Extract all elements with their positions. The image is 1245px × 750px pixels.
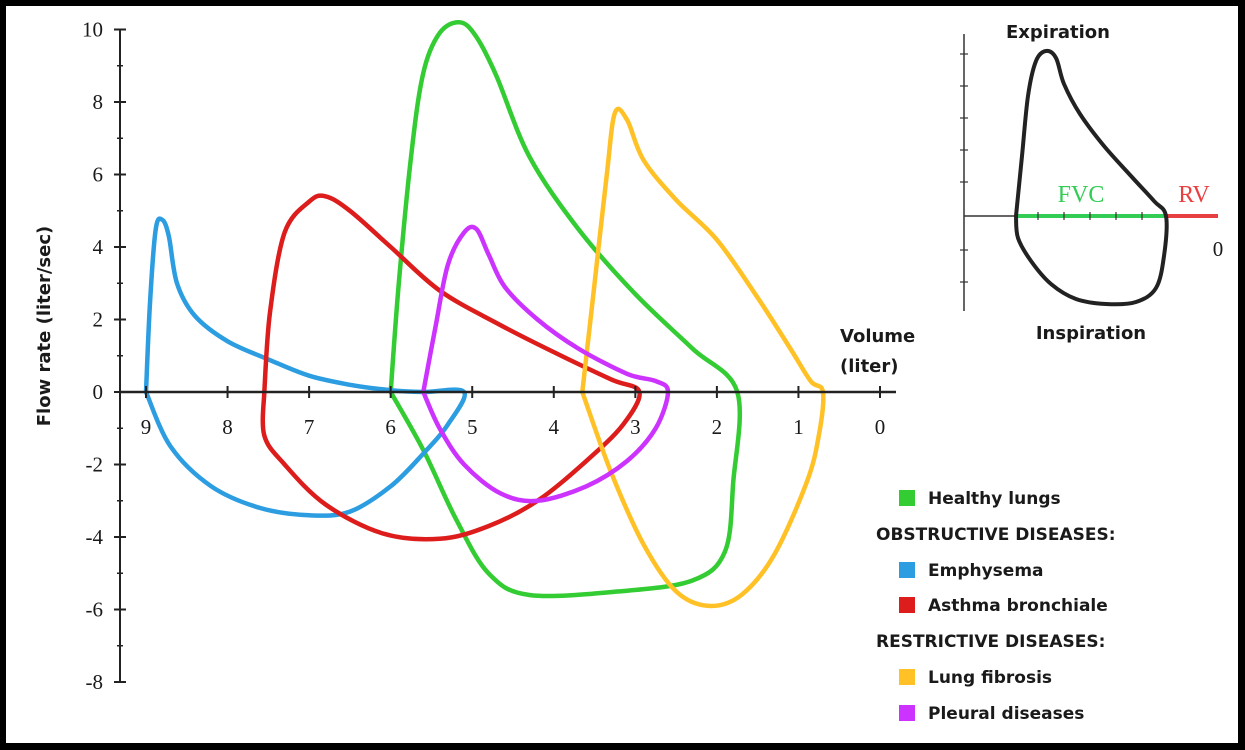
inset-flow-volume-loop: Expiration Inspiration FVC RV 0 [960,22,1223,344]
legend-swatch-pleural-diseases [899,705,915,721]
x-tick-label: 2 [712,415,723,439]
x-tick-label: 4 [549,415,560,439]
y-tick-label: 0 [93,380,104,404]
y-tick-label: -4 [86,525,104,549]
x-axis-title-line1: Volume [840,326,915,347]
series-line-pleural-diseases [421,224,671,504]
x-axis-title-line2: (liter) [840,356,898,377]
x-tick-label: 7 [304,415,315,439]
legend-label-emphysema: Emphysema [928,561,1044,581]
x-tick-label: 8 [222,415,233,439]
y-tick-label: 4 [93,235,104,259]
y-tick-label: -2 [86,453,104,477]
legend-label-asthma-bronchiale: Asthma bronchiale [928,596,1108,616]
legend-swatch-emphysema [899,562,915,578]
series-line-lung-fibrosis [580,106,826,609]
y-tick-label: -6 [86,598,104,622]
legend-swatch-asthma-bronchiale [899,597,915,613]
x-tick-label: 3 [630,415,641,439]
inset-fvc-label: FVC [1058,182,1105,208]
series-line-emphysema [143,216,468,518]
y-tick-label: 8 [93,90,104,114]
legend-swatch-lung-fibrosis [899,669,915,685]
inset-zero-label: 0 [1213,237,1224,261]
legend: Healthy lungs OBSTRUCTIVE DISEASES: Emphys… [876,489,1116,724]
inset-loop-line [1014,48,1169,307]
inset-inspiration-label: Inspiration [1036,323,1146,344]
legend-header-restrictive-diseases-: RESTRICTIVE DISEASES: [876,632,1105,652]
x-tick-label: 6 [385,415,396,439]
x-tick-label: 1 [793,415,804,439]
y-tick-label: 2 [93,308,104,332]
legend-label-healthy-lungs: Healthy lungs [928,489,1061,509]
y-axis-title: Flow rate (liter/sec) [34,226,55,426]
legend-header-obstructive-diseases-: OBSTRUCTIVE DISEASES: [876,525,1116,545]
chart-panel: 10 8 6 4 2 0 -2 -4 -6 -8 9 8 7 6 5 4 3 2 1 0 Flow rate (lite… [6,6,1238,743]
x-tick-label: 0 [875,415,886,439]
series-line-healthy-lungs [388,19,743,599]
x-tick-label: 9 [141,415,152,439]
x-tick-label: 5 [467,415,478,439]
inset-expiration-label: Expiration [1006,22,1110,43]
legend-swatch-healthy-lungs [899,490,915,506]
series-line-asthma-bronchiale [260,193,642,542]
y-tick-label: 6 [93,163,104,187]
inset-rv-label: RV [1178,182,1210,208]
legend-label-lung-fibrosis: Lung fibrosis [928,668,1052,688]
y-tick-label: -8 [86,670,104,694]
y-tick-label: 10 [82,18,103,42]
legend-label-pleural-diseases: Pleural diseases [928,704,1084,724]
